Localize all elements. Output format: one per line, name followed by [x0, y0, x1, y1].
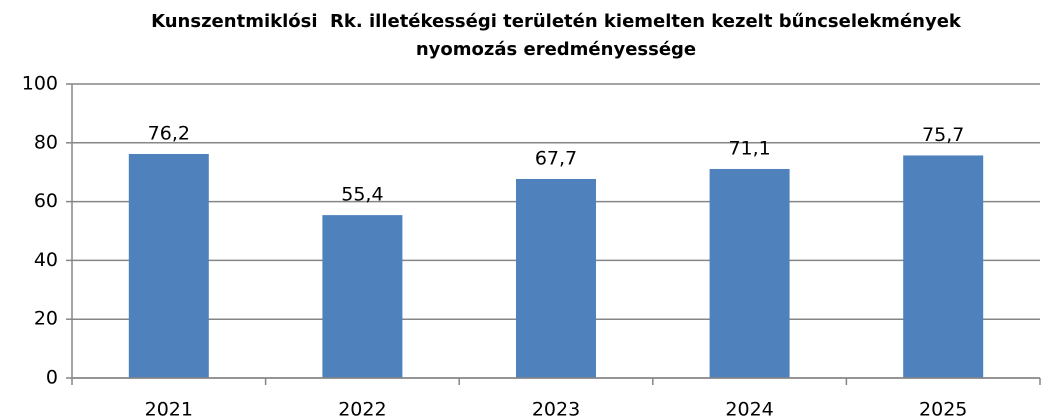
data-label: 67,7	[535, 147, 577, 169]
y-tick-label: 40	[34, 249, 58, 271]
bar	[709, 168, 790, 378]
bar	[903, 155, 984, 378]
x-tick-label: 2022	[338, 399, 386, 419]
x-tick-label: 2024	[725, 399, 773, 419]
y-tick-label: 60	[34, 190, 58, 212]
data-label: 55,4	[341, 184, 383, 206]
y-tick-label: 80	[34, 131, 58, 153]
x-tick-label: 2025	[919, 399, 967, 419]
x-tick-label: 2021	[145, 399, 193, 419]
data-label: 71,1	[728, 137, 770, 159]
chart-title: nyomozás eredményessége	[416, 39, 696, 60]
chart-title: Kunszentmiklósi Rk. illetékességi terüle…	[151, 11, 962, 32]
data-label: 75,7	[922, 124, 964, 146]
bar	[128, 153, 209, 378]
x-tick-label: 2023	[532, 399, 580, 419]
y-tick-label: 100	[22, 73, 58, 95]
bar	[516, 178, 596, 378]
data-label: 76,2	[148, 122, 190, 144]
y-tick-label: 0	[46, 367, 58, 389]
bar	[322, 215, 403, 378]
y-tick-label: 20	[34, 308, 58, 330]
